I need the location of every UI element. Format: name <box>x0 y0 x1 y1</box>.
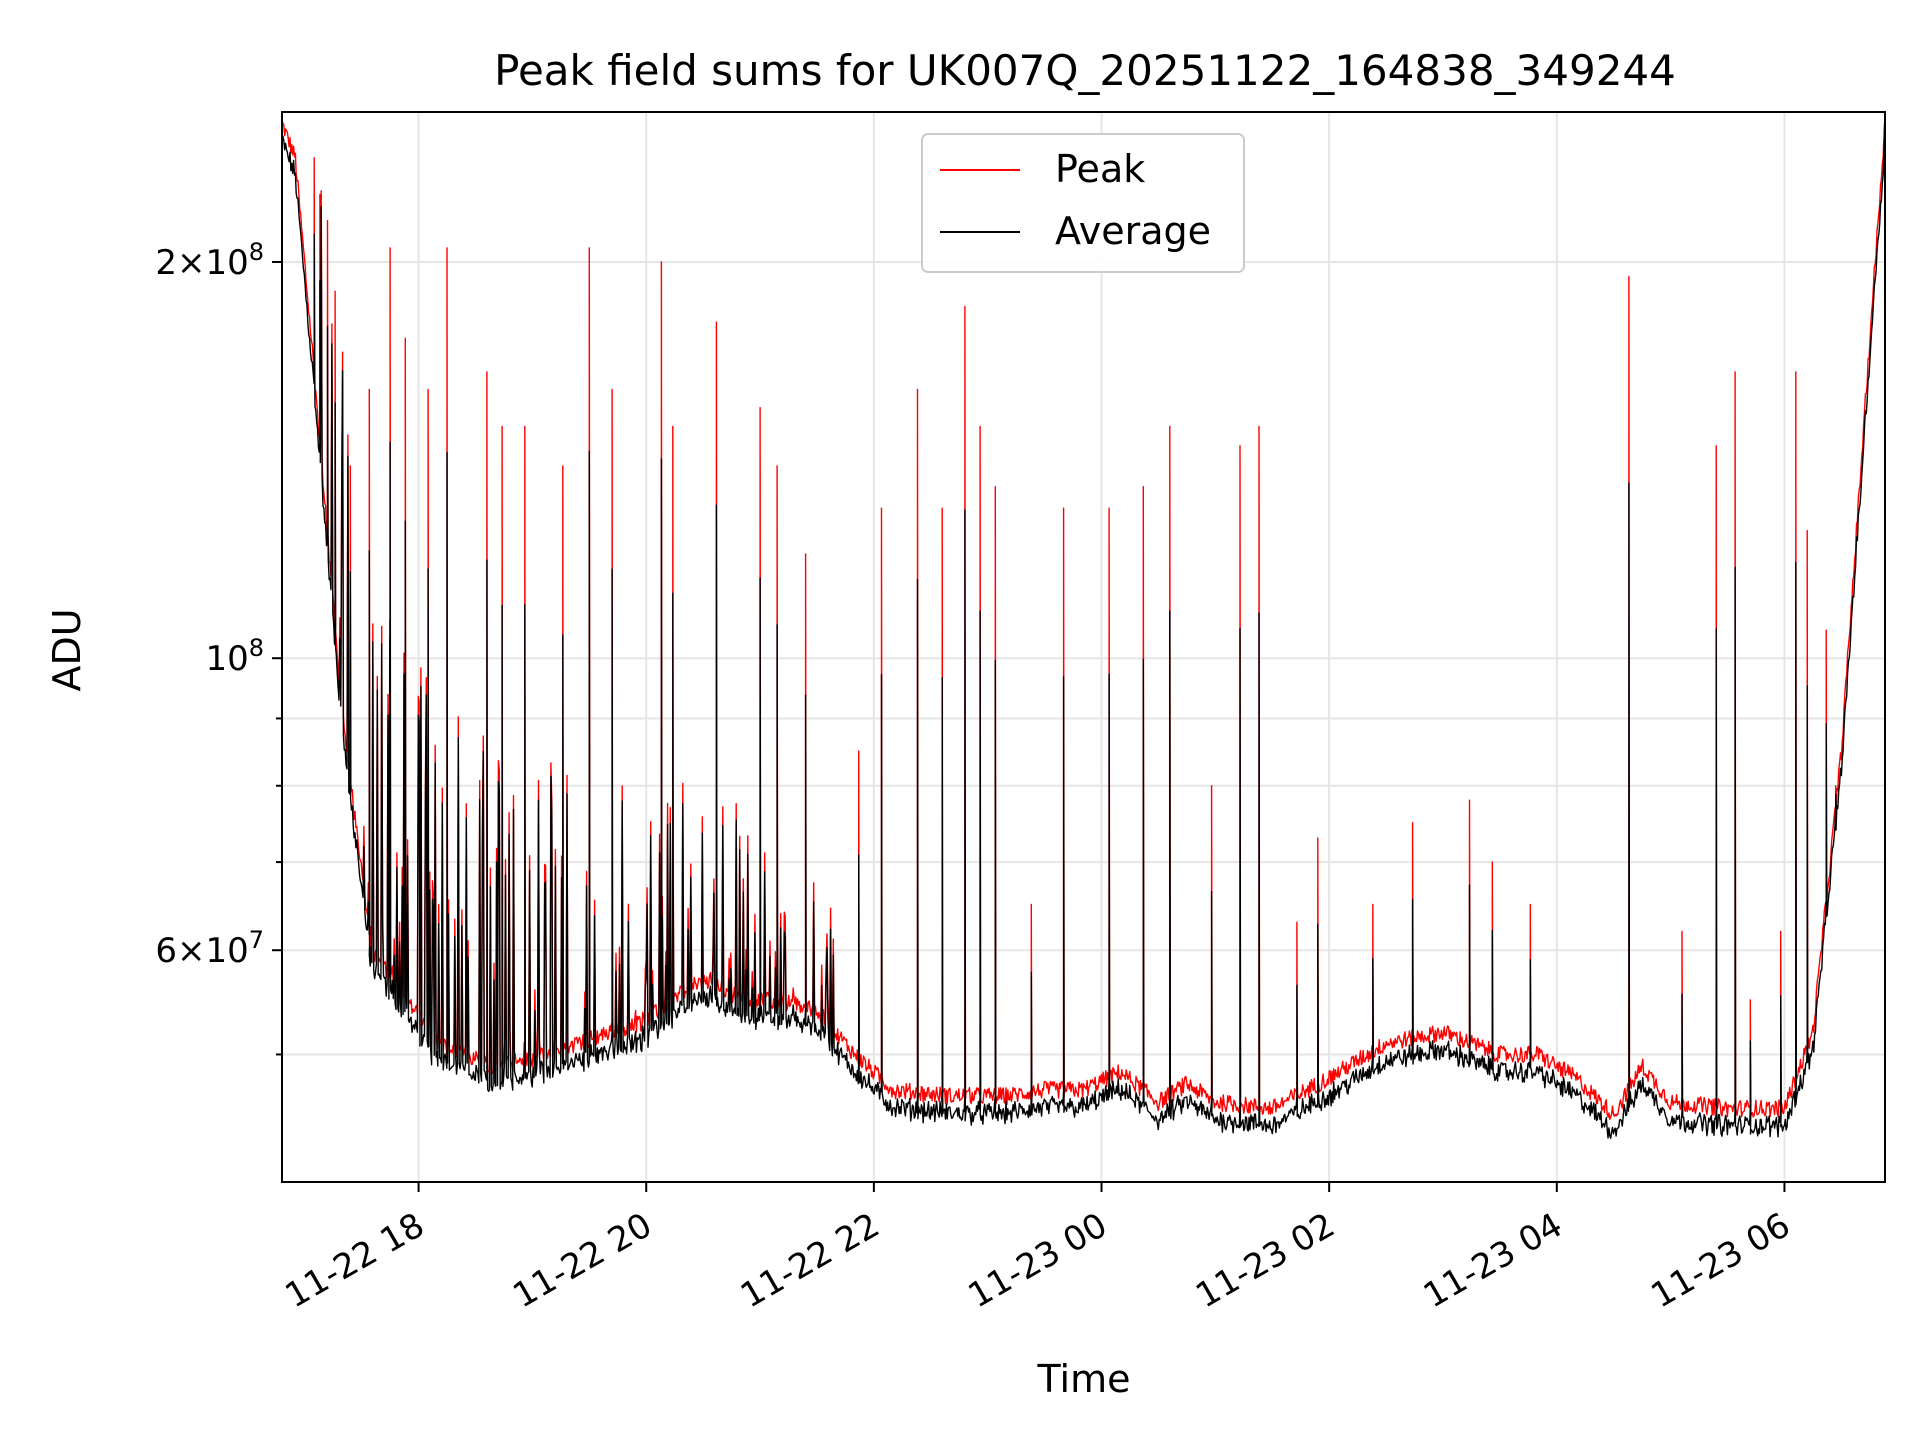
series-average-line <box>282 135 1885 1139</box>
y-tick-label: 108 <box>205 634 264 679</box>
legend: Peak Average <box>921 133 1245 273</box>
grid-lines <box>282 112 1885 1182</box>
legend-average-label: Average <box>1055 209 1211 253</box>
y-axis-label: ADU <box>45 608 89 691</box>
y-axis: 2×108 108 6×107 <box>155 238 282 1056</box>
legend-peak-label: Peak <box>1055 147 1145 191</box>
plot-frame <box>281 111 1886 1183</box>
x-axis-label: Time <box>1037 1357 1131 1401</box>
series-peak-line <box>282 117 1885 1120</box>
y-tick-label: 2×108 <box>155 238 264 283</box>
y-tick-label: 6×107 <box>155 926 264 971</box>
series-layer <box>282 117 1885 1139</box>
chart-title: Peak field sums for UK007Q_20251122_1648… <box>494 46 1676 95</box>
legend-box <box>921 133 1245 273</box>
